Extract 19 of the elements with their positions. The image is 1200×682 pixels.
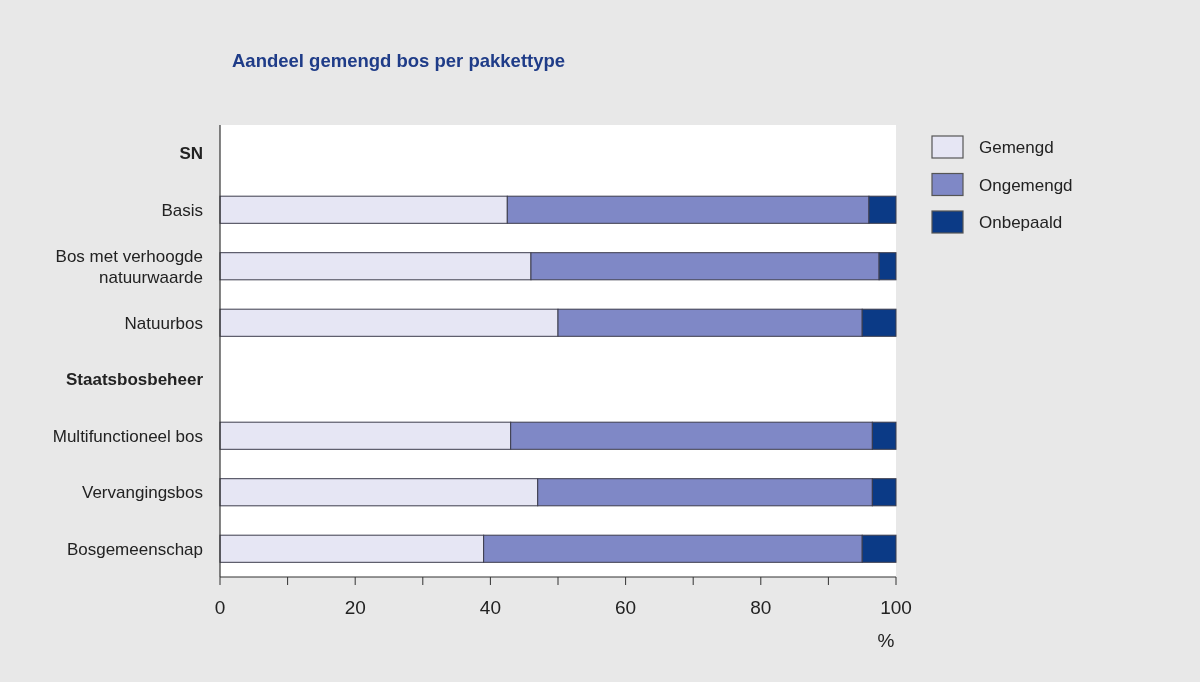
- y-tick-label: Staatsbosbeheer: [66, 370, 204, 390]
- chart-title: Aandeel gemengd bos per pakkettype: [232, 50, 566, 71]
- x-tick-label: 0: [214, 597, 226, 618]
- x-tick-label: 20: [344, 597, 366, 618]
- y-tick-label: Natuurbos: [124, 313, 203, 333]
- x-tick-label: 80: [750, 597, 772, 618]
- y-tick-label: SN: [179, 144, 203, 164]
- x-axis-title: %: [877, 630, 895, 651]
- y-tick-label: Multifunctioneel bos: [52, 426, 203, 446]
- legend-label: Gemengd: [979, 138, 1054, 157]
- y-tick-label: Bos met verhoogde natuurwaarde: [55, 246, 203, 287]
- y-tick-label: Vervangingsbos: [82, 483, 203, 503]
- y-tick-label: Bosgemeenschap: [66, 539, 203, 559]
- legend-label: Ongemengd: [979, 175, 1073, 195]
- x-tick-label: 60: [615, 597, 637, 618]
- x-tick-label: 100: [880, 597, 912, 618]
- y-tick-label: Basis: [161, 200, 203, 220]
- x-tick-label: 40: [479, 597, 501, 618]
- legend-label: Onbepaald: [979, 213, 1063, 232]
